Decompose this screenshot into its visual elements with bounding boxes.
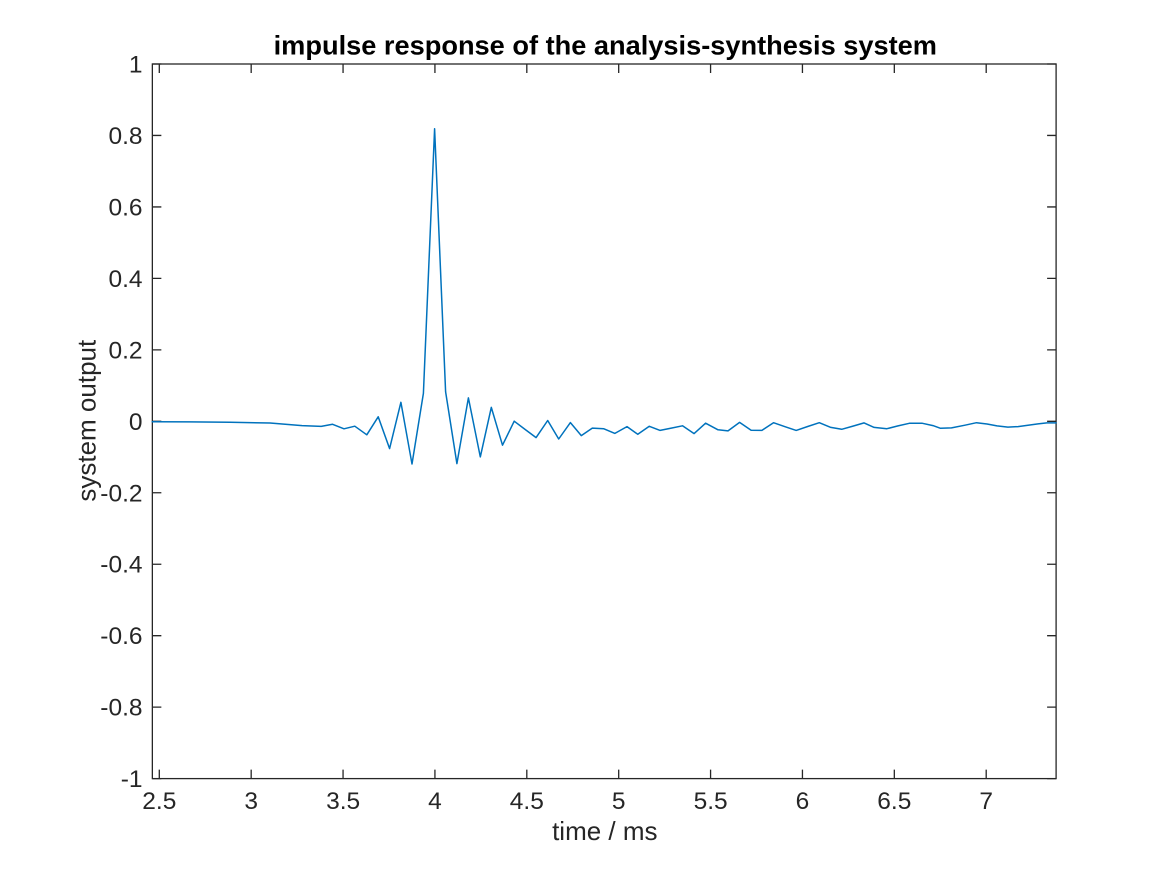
svg-text:-0.6: -0.6 xyxy=(100,623,142,650)
svg-text:0.8: 0.8 xyxy=(108,123,142,150)
svg-text:4.5: 4.5 xyxy=(510,788,544,815)
svg-text:7: 7 xyxy=(979,788,993,815)
svg-text:6.5: 6.5 xyxy=(877,788,911,815)
svg-text:-1: -1 xyxy=(121,766,143,793)
svg-text:5.5: 5.5 xyxy=(694,788,728,815)
svg-text:0: 0 xyxy=(129,409,143,436)
svg-text:3.5: 3.5 xyxy=(326,788,360,815)
svg-text:4: 4 xyxy=(428,788,442,815)
svg-text:3: 3 xyxy=(244,788,258,815)
svg-text:impulse response of the analys: impulse response of the analysis-synthes… xyxy=(274,30,937,61)
svg-text:6: 6 xyxy=(796,788,810,815)
svg-text:0.2: 0.2 xyxy=(108,337,142,364)
svg-text:0.6: 0.6 xyxy=(108,194,142,221)
svg-text:-0.4: -0.4 xyxy=(100,552,142,579)
svg-text:5: 5 xyxy=(612,788,626,815)
svg-text:1: 1 xyxy=(129,52,143,79)
svg-text:-0.2: -0.2 xyxy=(100,480,142,507)
svg-text:time / ms: time / ms xyxy=(552,816,657,846)
svg-text:2.5: 2.5 xyxy=(142,788,176,815)
svg-text:-0.8: -0.8 xyxy=(100,695,142,722)
svg-text:system output: system output xyxy=(72,339,102,502)
svg-text:0.4: 0.4 xyxy=(108,266,142,293)
